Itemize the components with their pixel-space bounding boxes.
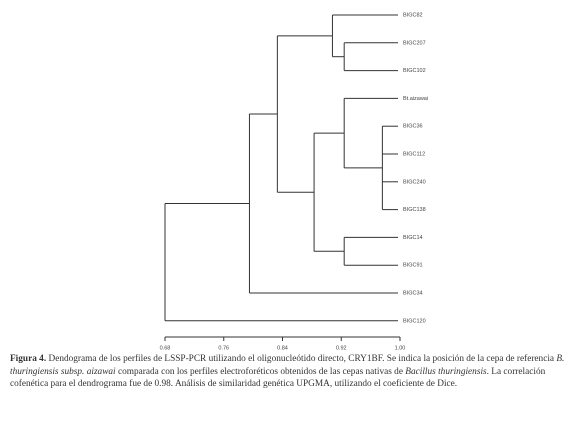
- caption-text: Dendograma de los perfiles de LSSP-PCR u…: [48, 354, 557, 364]
- leaf-label: BIGC112: [403, 151, 425, 157]
- x-tick-label: 1.00: [395, 345, 406, 350]
- x-tick-label: 0.84: [277, 345, 288, 350]
- caption-label: Figura 4.: [10, 354, 47, 364]
- x-tick-label: 0.68: [160, 345, 171, 350]
- leaf-label: BIGC240: [403, 179, 426, 185]
- caption: Figura 4. Dendograma de los perfiles de …: [10, 353, 572, 391]
- leaf-label: BIGC91: [403, 263, 423, 269]
- leaf-label: BIGC207: [403, 40, 426, 46]
- caption-text: . La correlación cofenética para el dend…: [10, 366, 546, 390]
- leaf-label: Bt.aizawai: [403, 96, 428, 102]
- leaf-label: BIGC36: [403, 124, 423, 130]
- caption-italic: B. thuringiensis subsp. aizawai: [10, 354, 565, 377]
- dendrogram: 0.68 0.76 0.84 0.92 1.00 BIGC82 BIGC207 BIGC102…: [160, 12, 428, 350]
- leaf-label: BIGC102: [403, 68, 426, 74]
- leaf-label: BIGC34: [403, 290, 423, 296]
- leaf-label: BIGC82: [403, 12, 423, 18]
- caption-italic: Bacillus thuringiensis: [405, 366, 487, 377]
- caption-text: comparada con los perfiles electroforéti…: [115, 366, 406, 377]
- leaf-label: BIGC120: [403, 318, 426, 324]
- x-tick-label: 0.92: [336, 345, 347, 350]
- leaf-label: BIGC14: [403, 235, 423, 241]
- x-tick-label: 0.76: [218, 345, 229, 350]
- leaf-label: BIGC138: [403, 207, 426, 213]
